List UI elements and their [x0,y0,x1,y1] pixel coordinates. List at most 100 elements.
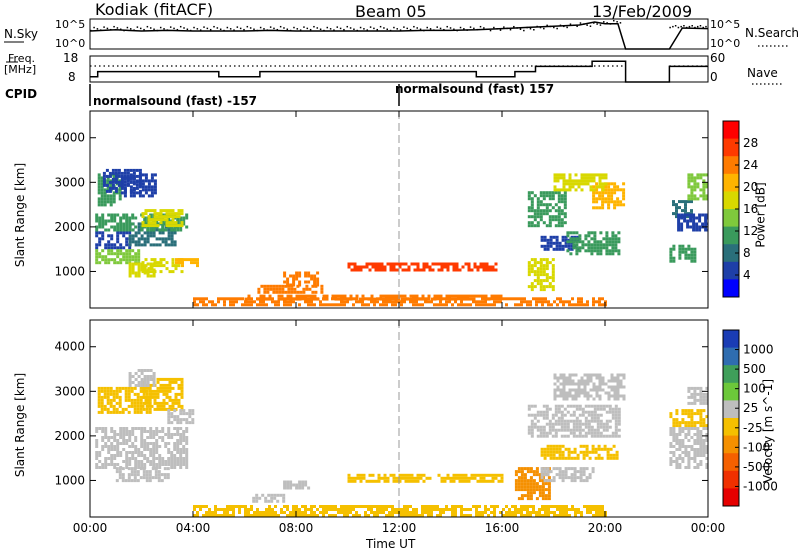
range-cell-velocity [95,439,99,442]
range-cell-velocity [455,473,459,477]
xtick-label: 00:00 [73,521,108,535]
range-cell-velocity [536,419,540,423]
range-cell-velocity [572,431,576,435]
range-cell-power [126,171,130,175]
range-cell-power [141,173,145,177]
range-cell-velocity [145,407,149,411]
range-cell-power [301,294,305,298]
range-cell-velocity [119,436,123,439]
range-cell-power [605,246,609,250]
range-cell-velocity [532,482,536,486]
range-cell-velocity [529,497,533,501]
range-cell-velocity [529,488,533,492]
range-cell-velocity [583,388,587,392]
range-cell-power [137,231,141,235]
range-cell-power [104,228,108,232]
range-cell-power [590,237,594,241]
range-cell-power [589,188,593,192]
range-cell-power [568,182,572,186]
range-cell-velocity [563,413,567,417]
range-cell-velocity [545,413,549,417]
range-cell-velocity [162,398,166,402]
range-cell-velocity [526,479,530,483]
range-cell-power [533,258,537,262]
range-cell-velocity [535,473,539,477]
range-cell-velocity [166,473,170,477]
range-cell-power [611,243,615,247]
range-cell-velocity [705,466,708,469]
range-cell-velocity [678,466,682,469]
range-cell-power [367,297,371,301]
nsearch-point [99,29,102,31]
range-cell-power [129,168,133,172]
range-cell-power [566,231,570,235]
nsearch-point [306,27,309,30]
range-cell-power [409,297,413,301]
range-cell-velocity [539,431,543,435]
range-cell-velocity [530,434,534,438]
range-cell-velocity [139,407,143,411]
range-cell-velocity [574,397,578,401]
range-cell-velocity [535,467,539,471]
range-cell-power [290,290,294,294]
range-cell-velocity [158,466,162,469]
range-cell-velocity [622,373,626,377]
range-cell-velocity [687,466,691,469]
range-cell-velocity [622,397,626,401]
range-cell-velocity [137,454,141,457]
range-cell-power [272,287,276,291]
range-cell-power [268,297,272,301]
range-cell-power [499,300,502,304]
range-cell-velocity [526,485,530,489]
range-cell-velocity [690,427,694,430]
range-cell-power [622,203,626,207]
range-cell-velocity [514,479,518,483]
range-cell-velocity [110,442,114,445]
range-cell-velocity [574,388,578,392]
freq-label-2: [MHz] [4,63,37,76]
xtick-label: 16:00 [485,521,520,535]
range-cell-power [561,244,565,248]
range-cell-power [566,234,570,238]
range-cell-velocity [588,456,592,460]
nsearch-point [566,26,568,29]
range-cell-velocity [141,389,145,393]
range-cell-power [527,264,531,268]
nsearch-point [249,27,252,29]
range-cell-velocity [128,457,132,460]
range-cell-velocity [232,505,235,508]
velocity-colorbar-swatch [723,453,739,472]
range-cell-power [277,294,281,298]
range-cell-power [123,177,127,181]
range-cell-velocity [164,442,168,445]
nsearch-point [113,25,115,28]
range-cell-power [217,300,220,304]
range-cell-power [454,297,458,301]
range-cell-velocity [619,385,623,389]
nsearch-point [299,29,302,31]
range-cell-power [452,265,456,269]
range-cell-velocity [165,407,169,411]
range-cell-velocity [107,457,111,460]
range-cell-power [289,300,292,304]
range-cell-velocity [164,460,168,463]
range-cell-power [110,243,114,247]
range-cell-power [262,300,265,304]
range-cell-power [232,303,235,307]
range-cell-velocity [137,427,141,430]
range-cell-power [593,243,597,247]
range-cell-power [132,186,136,190]
range-cell-power [587,249,591,253]
range-cell-power [386,262,390,266]
range-cell-power [569,240,573,244]
range-cell-velocity [110,436,114,439]
range-cell-power [590,231,594,235]
range-cell-power [686,222,690,226]
range-cell-velocity [185,460,189,463]
range-cell-velocity [118,410,122,414]
nsearch-point [436,26,438,28]
range-cell-power [690,191,694,195]
range-cell-velocity [530,404,534,408]
range-cell-power [584,237,588,241]
range-cell-velocity [526,494,530,498]
